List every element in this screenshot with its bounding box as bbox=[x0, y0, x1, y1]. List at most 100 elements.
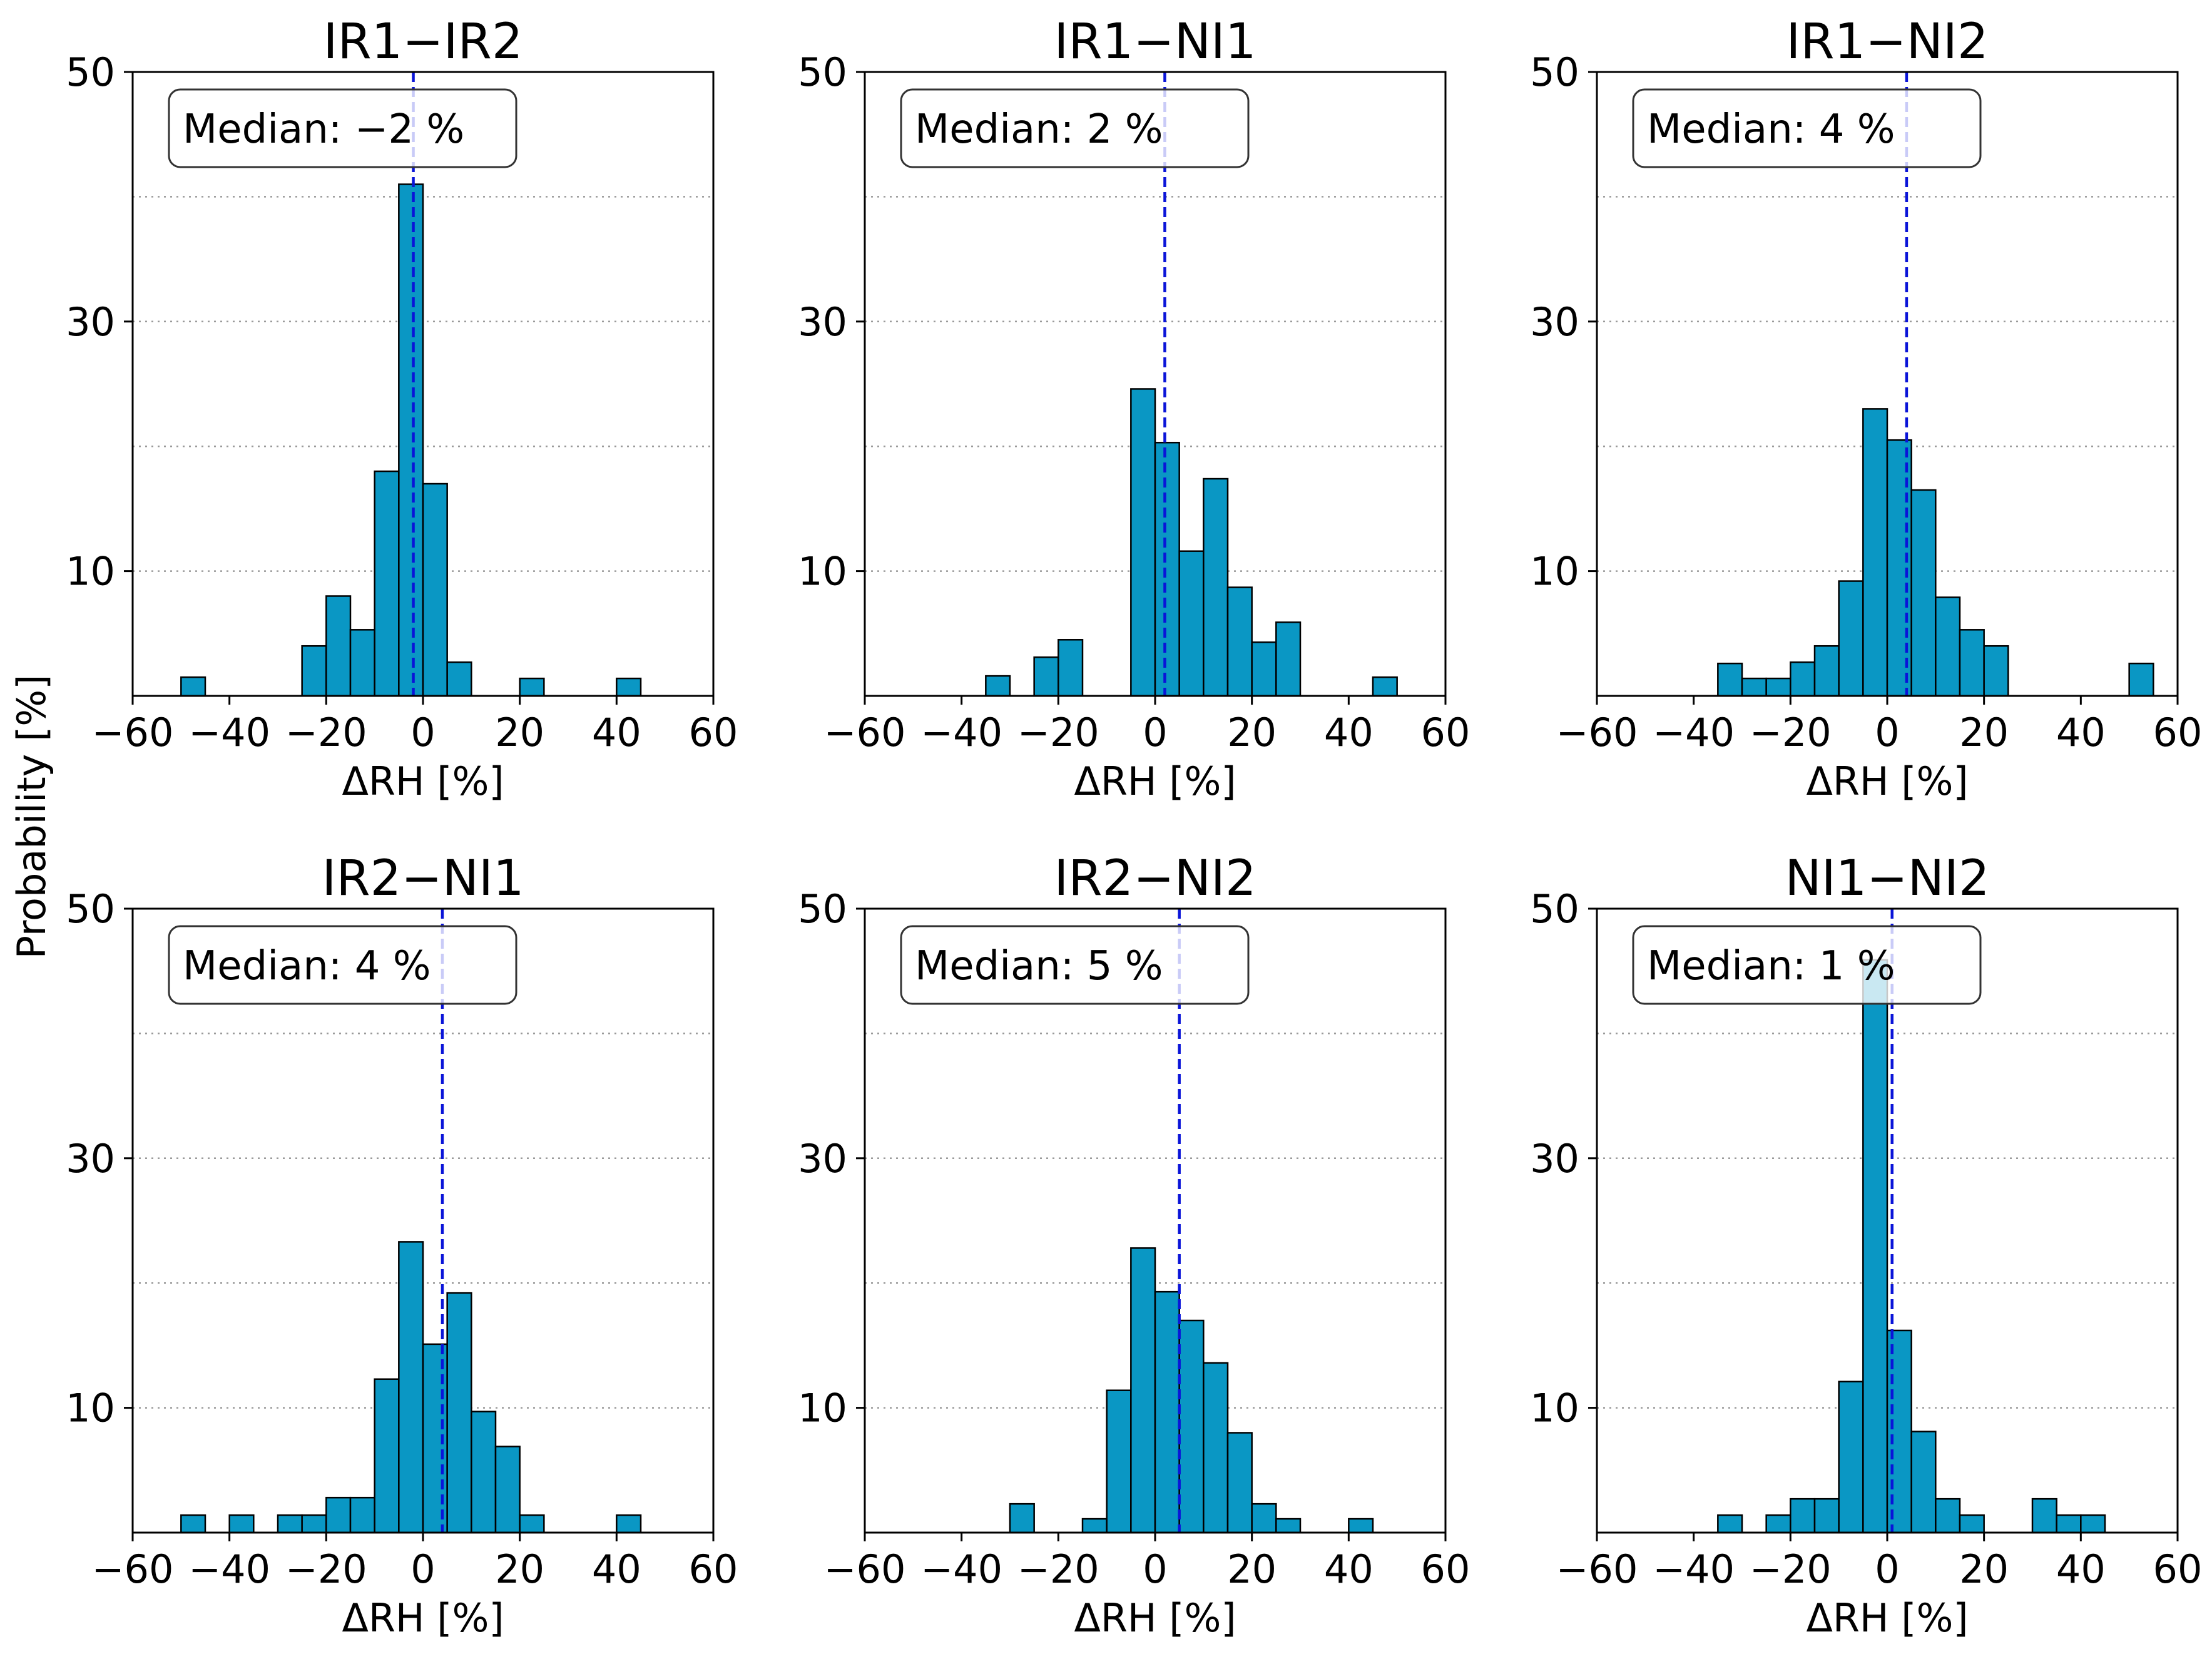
x-tick-label: −40 bbox=[920, 710, 1002, 755]
histogram-bar bbox=[1275, 1518, 1302, 1534]
y-axis: 10 30 50 bbox=[66, 886, 133, 1431]
median-box bbox=[900, 88, 1250, 168]
y-tick-label: 50 bbox=[798, 886, 847, 932]
histogram-bar bbox=[1251, 1503, 1277, 1534]
median-label: Median: 1 % bbox=[1647, 943, 1895, 989]
panel-title: IR1−NI2 bbox=[1786, 14, 1988, 70]
histogram-bar bbox=[180, 1514, 206, 1534]
y-tick-label: 50 bbox=[1530, 886, 1579, 932]
x-tick-label: −20 bbox=[285, 1546, 367, 1592]
x-axis: −60 −40 −20 0 20 40 60 bbox=[1556, 1533, 2202, 1592]
histogram-bar bbox=[1106, 1389, 1132, 1534]
x-tick-label: 0 bbox=[1875, 1546, 1899, 1592]
x-tick-label: −60 bbox=[92, 710, 174, 755]
x-tick-label: 40 bbox=[2056, 710, 2106, 755]
x-tick-label: −20 bbox=[1017, 1546, 1099, 1592]
x-tick-label: 0 bbox=[1143, 710, 1167, 755]
y-axis: 10 30 50 bbox=[1530, 49, 1597, 595]
histogram-bar bbox=[1372, 676, 1398, 697]
median-label: Median: 4 % bbox=[183, 943, 431, 989]
histogram-bar bbox=[398, 183, 424, 697]
bars bbox=[180, 1241, 642, 1534]
x-tick-label: 0 bbox=[1875, 710, 1899, 755]
histogram-bar bbox=[471, 1411, 497, 1534]
histogram-bar bbox=[616, 677, 642, 697]
histogram-bar bbox=[1813, 645, 1840, 697]
histogram-bar bbox=[349, 1496, 375, 1534]
histogram-bar bbox=[2056, 1514, 2082, 1534]
histogram-bar bbox=[2031, 1498, 2057, 1534]
panel-1: Median: −2 % 10 30 50 −60 −40 −20 0 20 40 60 ΔRH [%… bbox=[66, 14, 738, 804]
y-tick-label: 10 bbox=[66, 1386, 115, 1431]
median-annotation: Median: 4 % bbox=[168, 925, 517, 1005]
histogram-bar bbox=[228, 1514, 255, 1534]
x-tick-label: −20 bbox=[285, 710, 367, 755]
histogram-bar bbox=[374, 470, 400, 697]
x-tick-label: 60 bbox=[2153, 710, 2203, 755]
bars bbox=[1009, 1247, 1374, 1534]
x-axis-label: ΔRH [%] bbox=[342, 758, 504, 804]
x-tick-label: 20 bbox=[1227, 710, 1277, 755]
histogram-bar bbox=[1983, 645, 2009, 697]
histogram-bar bbox=[301, 1514, 327, 1534]
histogram-bar bbox=[1910, 489, 1937, 697]
histogram-bar bbox=[1009, 1503, 1035, 1534]
y-tick-label: 30 bbox=[66, 299, 115, 345]
histogram-bar bbox=[1348, 1518, 1374, 1534]
histogram-bar bbox=[1862, 959, 1888, 1534]
x-axis-label: ΔRH [%] bbox=[1806, 1595, 1968, 1641]
y-tick-label: 30 bbox=[798, 1136, 847, 1182]
y-tick-label: 10 bbox=[66, 549, 115, 595]
histogram-bar bbox=[422, 482, 448, 697]
histogram-bar bbox=[519, 1514, 545, 1534]
x-axis-label: ΔRH [%] bbox=[342, 1595, 504, 1641]
histogram-bar bbox=[1838, 580, 1864, 697]
histogram-bar bbox=[1741, 677, 1767, 697]
panel-4: Median: 4 % 10 30 50 −60 −40 −20 0 20 40 60 ΔRH [%]… bbox=[66, 850, 738, 1641]
y-tick-label: 30 bbox=[1530, 1136, 1579, 1182]
histogram-bar bbox=[325, 1496, 352, 1534]
histogram-bar bbox=[1203, 477, 1229, 697]
median-box bbox=[900, 925, 1250, 1005]
histogram-bar bbox=[1226, 1432, 1253, 1534]
histogram-bar bbox=[1226, 586, 1253, 697]
median-label: Median: 5 % bbox=[915, 943, 1163, 989]
median-label: Median: 4 % bbox=[1647, 106, 1895, 153]
median-box bbox=[1632, 88, 1982, 168]
x-tick-label: −60 bbox=[824, 1546, 906, 1592]
histogram-bar bbox=[1717, 1514, 1743, 1534]
x-tick-label: −40 bbox=[188, 710, 270, 755]
bars bbox=[985, 388, 1398, 697]
histogram-bar bbox=[2128, 662, 2154, 697]
histogram-bar bbox=[1959, 1514, 1985, 1534]
x-axis-label: ΔRH [%] bbox=[1806, 758, 1968, 804]
panel-title: IR1−NI1 bbox=[1054, 14, 1256, 70]
histogram-bar bbox=[1275, 621, 1302, 697]
panel-6: Median: 1 % 10 30 50 −60 −40 −20 0 20 40 60 ΔRH [%]… bbox=[1530, 850, 2202, 1641]
histogram-bar bbox=[1154, 441, 1180, 697]
x-tick-label: −40 bbox=[1653, 1546, 1735, 1592]
histogram-bar bbox=[1154, 1290, 1180, 1534]
x-tick-label: 20 bbox=[495, 1546, 544, 1592]
histogram-bar bbox=[519, 677, 545, 697]
panel-grid: Median: −2 % 10 30 50 −60 −40 −20 0 20 40 60 ΔRH [%… bbox=[66, 14, 2202, 1641]
median-annotation: Median: 2 % bbox=[900, 88, 1250, 168]
histogram-bar bbox=[325, 595, 352, 697]
median-label: Median: −2 % bbox=[183, 106, 464, 153]
histogram-bar bbox=[374, 1378, 400, 1534]
histogram-bar bbox=[1203, 1362, 1229, 1534]
y-tick-label: 30 bbox=[798, 299, 847, 345]
histogram-bar bbox=[1838, 1381, 1864, 1534]
histogram-bar bbox=[1935, 596, 1961, 697]
histogram-bar bbox=[1790, 661, 1816, 697]
y-tick-label: 10 bbox=[798, 549, 847, 595]
histogram-bar bbox=[1130, 388, 1156, 697]
panel-title: IR2−NI2 bbox=[1054, 850, 1256, 907]
histogram-bar bbox=[277, 1514, 303, 1534]
y-axis: 10 30 50 bbox=[798, 886, 865, 1431]
histogram-bar bbox=[349, 629, 375, 697]
x-axis-label: ΔRH [%] bbox=[1074, 758, 1236, 804]
x-tick-label: −60 bbox=[1556, 710, 1638, 755]
